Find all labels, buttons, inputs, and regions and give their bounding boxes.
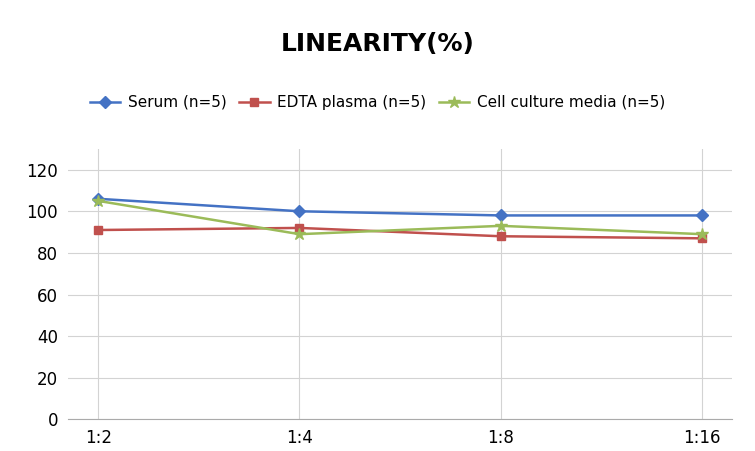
Serum (n=5) (496, 213, 505, 218)
Text: LINEARITY(%): LINEARITY(%) (281, 32, 474, 55)
Line: EDTA plasma (n=5): EDTA plasma (n=5) (94, 224, 707, 243)
EDTA plasma (n=5) (496, 234, 505, 239)
EDTA plasma (n=5) (94, 227, 103, 233)
EDTA plasma (n=5) (698, 235, 707, 241)
Legend: Serum (n=5), EDTA plasma (n=5), Cell culture media (n=5): Serum (n=5), EDTA plasma (n=5), Cell cul… (84, 89, 671, 116)
Line: Serum (n=5): Serum (n=5) (94, 195, 707, 220)
Cell culture media (n=5) (94, 198, 103, 203)
Serum (n=5) (698, 213, 707, 218)
Cell culture media (n=5) (496, 223, 505, 229)
Serum (n=5) (94, 196, 103, 202)
Cell culture media (n=5) (295, 231, 304, 237)
EDTA plasma (n=5) (295, 225, 304, 230)
Cell culture media (n=5) (698, 231, 707, 237)
Line: Cell culture media (n=5): Cell culture media (n=5) (92, 195, 708, 240)
Serum (n=5) (295, 208, 304, 214)
